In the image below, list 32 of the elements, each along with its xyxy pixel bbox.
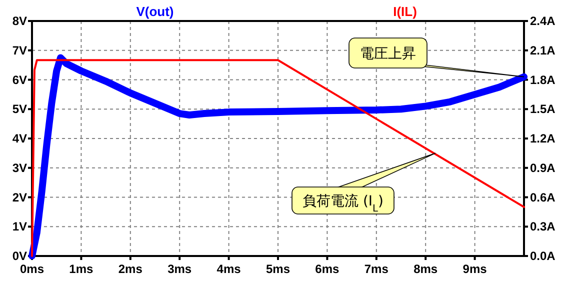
y-tick-label: 4V: [12, 132, 27, 146]
x-tick-label: 3ms: [168, 262, 192, 276]
x-tick-label: 4ms: [216, 262, 242, 276]
x-tick-label: 2ms: [118, 262, 143, 276]
annotation: 負荷電流 (I$_{L}$): [302, 194, 384, 214]
y2-tick-label: 2.4A: [530, 14, 556, 28]
x-tick-label: 5ms: [266, 262, 290, 276]
y-tick-label: 3V: [12, 160, 27, 175]
y-tick-label: 5V: [12, 102, 27, 116]
y-tick-label: 6V: [12, 72, 27, 87]
annotation: 電圧上昇: [360, 46, 416, 62]
y2-tick-label: 0.3A: [530, 220, 556, 234]
text: V(out): [136, 4, 174, 19]
x-tick-label: 7ms: [364, 262, 389, 276]
y2-tick-label: 1.2A: [530, 132, 556, 146]
x-tick-label: 9ms: [462, 262, 488, 276]
y2-tick-label: 0.0A: [530, 249, 556, 263]
y-tick-label: 0V: [12, 249, 27, 263]
text: I(IL): [393, 4, 417, 19]
x-tick-label: 6ms: [315, 262, 340, 276]
x-tick-label: 0ms: [20, 262, 44, 276]
x-tick-label: 8ms: [414, 262, 438, 276]
y-tick-label: 8V: [12, 14, 27, 28]
y2-tick-label: 0.9A: [530, 160, 556, 175]
y2-tick-label: 1.8A: [530, 72, 556, 87]
y2-tick-label: 1.5A: [530, 102, 556, 116]
y2-tick-label: 0.6A: [530, 190, 556, 204]
y2-tick-label: 2.1A: [530, 43, 556, 58]
y-tick-label: 2V: [12, 190, 27, 204]
y-tick-label: 7V: [12, 43, 27, 58]
y-tick-label: 1V: [12, 220, 27, 234]
x-tick-label: 1ms: [69, 262, 94, 276]
